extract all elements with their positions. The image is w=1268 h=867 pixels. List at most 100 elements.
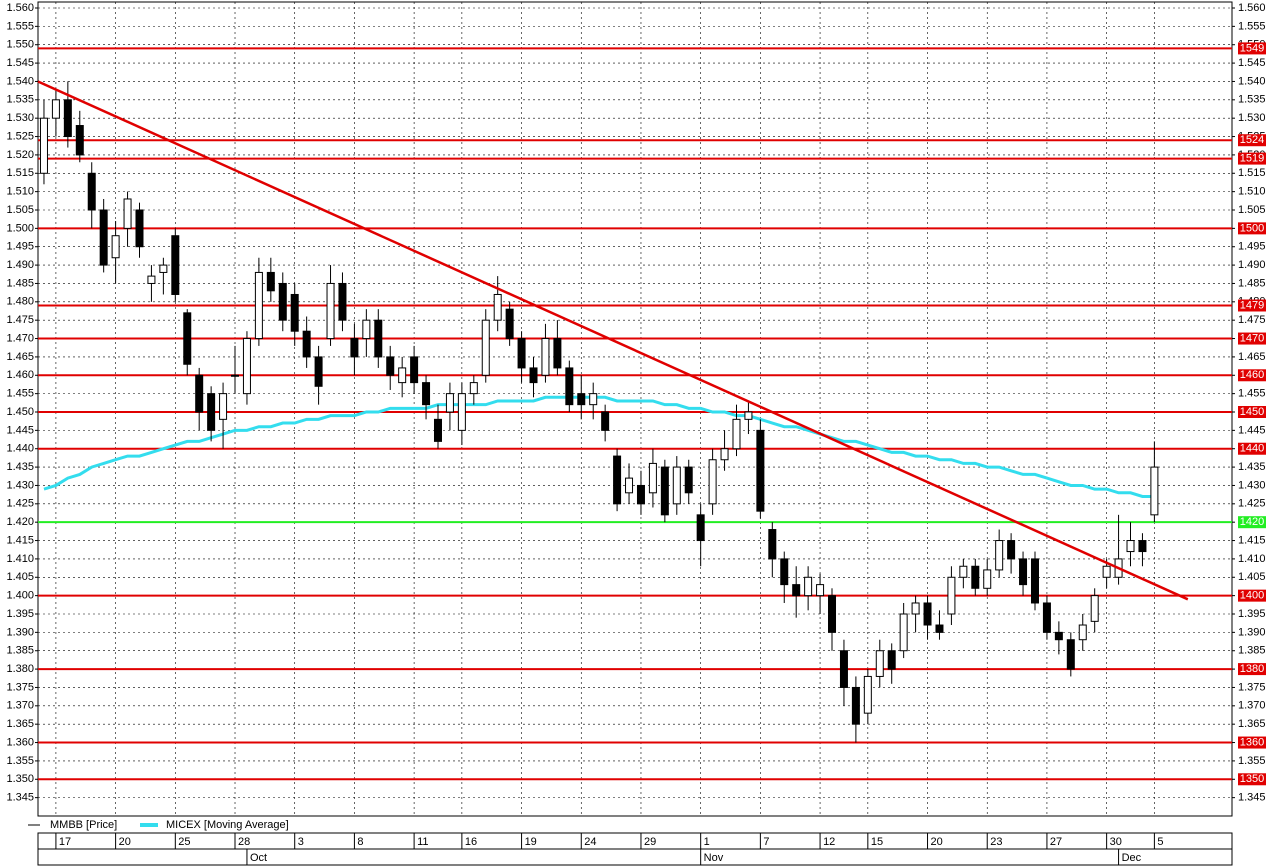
- candle-body: [1126, 540, 1135, 553]
- candle-body: [445, 393, 454, 413]
- candle-body: [911, 602, 920, 615]
- candle-body: [493, 293, 502, 321]
- level-label: 1479: [1240, 299, 1264, 311]
- candle-body: [469, 382, 478, 395]
- candle-body: [828, 595, 837, 633]
- candle-body: [75, 125, 84, 156]
- y-tick-label: 1.460: [6, 369, 34, 381]
- level-label: 1500: [1240, 222, 1264, 234]
- y-tick-label: 1.380: [6, 663, 34, 675]
- candle-body: [87, 172, 96, 211]
- x-tick-label: 23: [990, 836, 1002, 848]
- candle-body: [983, 569, 992, 589]
- level-label-box: [1238, 152, 1266, 165]
- candle-body: [816, 584, 825, 597]
- y-tick-label: 1.535: [1238, 94, 1266, 106]
- candle-body: [1090, 595, 1099, 622]
- candle-body: [768, 529, 777, 560]
- y-tick-label: 1.370: [1238, 700, 1266, 712]
- y-tick-label: 1.495: [6, 241, 34, 253]
- y-tick-label: 1.490: [6, 259, 34, 271]
- y-tick-label: 1.515: [1238, 167, 1266, 179]
- level-label: 1450: [1240, 406, 1264, 418]
- x-tick-label: 5: [1157, 836, 1163, 848]
- candle-body: [326, 282, 335, 340]
- candle-body: [1102, 565, 1111, 578]
- x-tick-label: 19: [525, 836, 537, 848]
- y-tick-label: 1.400: [6, 590, 34, 602]
- candle-body: [99, 209, 108, 266]
- candle-body: [457, 393, 466, 431]
- moving-average: [43, 395, 1155, 498]
- y-tick-label: 1.395: [1238, 608, 1266, 620]
- candle-body: [195, 374, 204, 413]
- candle-body: [1078, 624, 1087, 641]
- candle-body: [1138, 540, 1147, 553]
- candle-body: [613, 455, 622, 505]
- y-tick-label: 1.350: [6, 773, 34, 785]
- y-tick-label: 1.505: [6, 204, 34, 216]
- y-tick-label: 1.430: [6, 479, 34, 491]
- candle-body: [517, 338, 526, 369]
- candle-body: [577, 393, 586, 406]
- x-tick-label: 17: [59, 836, 71, 848]
- y-tick-label: 1.525: [6, 130, 34, 142]
- level-label: 1519: [1240, 152, 1264, 164]
- candle-body: [338, 282, 347, 321]
- candle-body: [792, 584, 801, 597]
- level-label: 1470: [1240, 332, 1264, 344]
- candle-body: [1030, 558, 1039, 604]
- candle-body: [660, 466, 669, 516]
- y-tick-label: 1.415: [6, 534, 34, 546]
- y-tick-label: 1.560: [6, 2, 34, 14]
- y-tick-label: 1.465: [1238, 351, 1266, 363]
- candle-body: [553, 338, 562, 369]
- y-tick-label: 1.425: [1238, 498, 1266, 510]
- x-tick-label: 1: [704, 836, 710, 848]
- y-tick-label: 1.500: [6, 222, 34, 234]
- y-tick-label: 1.430: [1238, 479, 1266, 491]
- x-tick-label: 24: [584, 836, 596, 848]
- y-tick-label: 1.485: [6, 277, 34, 289]
- legend-label: MICEX [Moving Average]: [166, 819, 289, 831]
- candle-body: [863, 675, 872, 714]
- candle-body: [63, 99, 72, 138]
- candle-body: [732, 418, 741, 450]
- candle-body: [398, 367, 407, 384]
- candle-body: [350, 338, 359, 358]
- y-tick-label: 1.475: [1238, 314, 1266, 326]
- y-tick-label: 1.455: [6, 388, 34, 400]
- y-tick-label: 1.345: [6, 792, 34, 804]
- y-tick-label: 1.355: [6, 755, 34, 767]
- y-tick-label: 1.405: [6, 571, 34, 583]
- candle-body: [159, 264, 168, 273]
- candle-body: [648, 462, 657, 494]
- x-tick-label: 7: [763, 836, 769, 848]
- candle-body: [780, 558, 789, 586]
- candle-body: [529, 367, 538, 384]
- y-tick-label: 1.555: [1238, 20, 1266, 32]
- y-tick-label: 1.385: [6, 645, 34, 657]
- y-tick-label: 1.390: [6, 626, 34, 638]
- y-tick-label: 1.545: [1238, 57, 1266, 69]
- level-label-box: [1238, 332, 1266, 345]
- y-tick-label: 1.480: [6, 296, 34, 308]
- candle-body: [51, 99, 60, 119]
- candle-body: [923, 602, 932, 626]
- candle-body: [1042, 602, 1051, 633]
- y-tick-label: 1.385: [1238, 645, 1266, 657]
- candle-body: [589, 393, 598, 406]
- candle-body: [266, 271, 275, 292]
- y-tick-label: 1.440: [6, 443, 34, 455]
- x-tick-label: 28: [238, 836, 250, 848]
- y-tick-label: 1.505: [1238, 204, 1266, 216]
- y-tick-label: 1.445: [6, 424, 34, 436]
- y-tick-label: 1.410: [6, 553, 34, 565]
- x-tick-label: 11: [417, 836, 428, 848]
- candle-body: [171, 235, 180, 295]
- candle-body: [219, 393, 228, 420]
- level-label-box: [1238, 222, 1266, 235]
- candle-body: [565, 367, 574, 406]
- level-label-box: [1238, 589, 1266, 602]
- y-tick-label: 1.515: [6, 167, 34, 179]
